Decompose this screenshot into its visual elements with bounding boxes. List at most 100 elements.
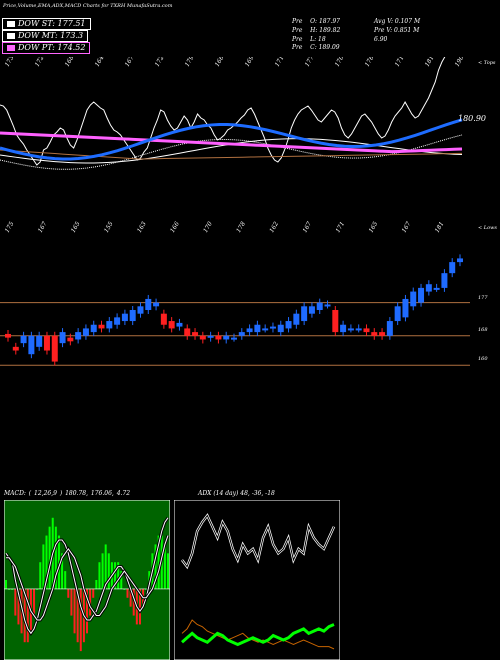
top-number: 179 (184, 55, 196, 68)
macd-histogram-bar (26, 588, 29, 643)
candle-body (199, 335, 206, 340)
adx-di-minus-line (181, 619, 335, 650)
bottom-number: 163 (136, 220, 148, 234)
pre-low: Pre L: 18 (292, 36, 326, 43)
macd-histogram-bar (129, 588, 132, 607)
price-line-shadow (0, 55, 464, 168)
macd-histogram-bar (64, 571, 67, 589)
macd-histogram-bar (11, 588, 14, 590)
candle-body (394, 306, 401, 322)
signal-line (6, 535, 169, 621)
macd-histogram-bar (48, 526, 51, 589)
candle-body (20, 335, 27, 344)
top-number: 176 (364, 55, 376, 68)
bottom-number: 167 (401, 220, 413, 234)
candle-body (254, 324, 261, 333)
macd-histogram-bar (104, 544, 107, 589)
top-number: 177 (304, 55, 316, 68)
macd-histogram-bar (5, 580, 7, 589)
macd-histogram-bar (167, 553, 169, 589)
bottom-number: 155 (103, 220, 115, 234)
top-number: 181 (424, 55, 436, 68)
macd-histogram-bar (123, 588, 126, 590)
macd-histogram-bar (42, 544, 45, 589)
macd-histogram-bar (120, 571, 123, 589)
legend-dow-pt: DOW PT: 174.52 (2, 42, 91, 54)
macd-histogram-bar (114, 562, 117, 589)
candle-body (145, 298, 152, 310)
macd-histogram-bar (126, 588, 129, 598)
candle-body (340, 324, 347, 333)
candle-body (231, 337, 237, 340)
candle-body (418, 287, 425, 303)
macd-histogram-bar (70, 588, 73, 616)
level-label: 160 (478, 356, 488, 362)
top-number: 171 (394, 55, 406, 68)
candle-body (98, 324, 105, 329)
pre-low-extra: 6.90 (374, 36, 388, 43)
candle-body (379, 332, 386, 336)
candle-body (386, 321, 393, 336)
candle-body (223, 335, 230, 340)
legend-swatch (7, 21, 15, 27)
pre-open: Pre O: 187.97 (292, 18, 340, 25)
candle-body (153, 302, 160, 307)
candle-body (12, 346, 19, 351)
ema-panel: 173 172 168 164 167 172 179 166 169 171 177 170 176 1… (0, 55, 500, 234)
ema-price-label: 180.90 (458, 114, 486, 123)
bottom-number: 166 (169, 220, 181, 234)
lows-label: < Lows (478, 225, 497, 231)
price-panel (0, 254, 470, 366)
candle-body (238, 332, 245, 336)
top-number: 167 (124, 55, 136, 68)
pre-high: Pre H: 189.82 (292, 27, 341, 34)
candle-body (43, 335, 50, 351)
macd-histogram-bar (73, 588, 76, 634)
bottom-number: 175 (4, 220, 16, 234)
candle-body (301, 306, 308, 322)
adx-di-plus-line (181, 623, 335, 647)
top-number: 172 (154, 55, 166, 68)
adx-background (174, 500, 340, 660)
macd-background (4, 500, 170, 660)
ema-line-blue (0, 118, 463, 161)
macd-histogram-bar (36, 588, 39, 590)
candle-body (402, 298, 409, 318)
macd-histogram-bar (98, 562, 101, 589)
macd-histogram-bar (86, 588, 88, 634)
pre-volume: Pre V: 0.851 M (374, 27, 420, 34)
candle-body (59, 332, 66, 344)
macd-histogram-bar (45, 535, 48, 589)
candle-body (433, 287, 440, 290)
macd-histogram-bar (8, 588, 11, 590)
candle-body (28, 335, 35, 355)
candle-body (285, 321, 292, 329)
macd-line (5, 517, 169, 635)
candle-body (332, 310, 339, 333)
chart-title: Price,Volume,EMA,ADX,MACD Charts for TXR… (3, 3, 173, 9)
macd-histogram-bar (95, 580, 98, 589)
macd-header: MACD: ( 12,26,9 ) 180.78, 176.06, 4.72 (4, 490, 131, 497)
macd-histogram-bar (54, 526, 57, 589)
candle-body (168, 321, 175, 329)
candle-body (67, 337, 74, 342)
adx-header: ADX (14 day) 48, -36, -18 (198, 490, 275, 497)
macd-histogram-bar (33, 588, 36, 616)
ema-line-brown (0, 149, 463, 160)
candle-body (347, 328, 354, 331)
candle-body (207, 335, 214, 338)
candle-body (277, 324, 284, 333)
price-line (0, 55, 463, 166)
candle-body (106, 321, 113, 329)
macd-histogram-bar (61, 553, 64, 589)
candle-body (425, 284, 432, 292)
macd-histogram-bar (101, 553, 104, 589)
macd-histogram-bar (145, 588, 148, 590)
macd-histogram-bar (107, 553, 110, 589)
macd-histogram-bar (79, 588, 82, 652)
candle-body (293, 313, 300, 325)
candle-body (121, 313, 128, 322)
macd-histogram-bar (163, 544, 166, 589)
candle-body (246, 328, 253, 333)
candle-body (82, 328, 89, 336)
